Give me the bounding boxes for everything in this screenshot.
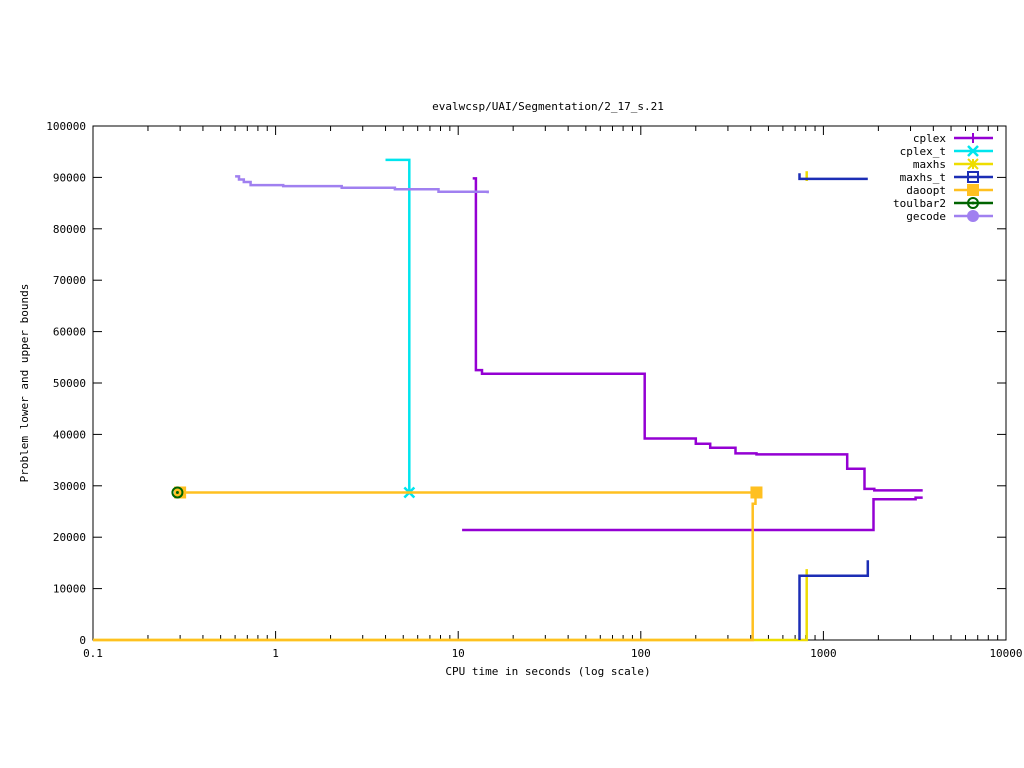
legend-entry-gecode: gecode (906, 210, 993, 223)
legend-label: daoopt (906, 184, 946, 197)
series-line-maxhs_t (798, 560, 870, 640)
legend-label: maxhs (913, 158, 946, 171)
chart-title: evalwcsp/UAI/Segmentation/2_17_s.21 (432, 100, 664, 113)
legend-entry-cplex: cplex (913, 132, 993, 145)
y-tick-label: 70000 (53, 274, 86, 287)
series-cplex_t (385, 158, 416, 499)
legend-marker-shape (967, 171, 979, 183)
legend-marker (967, 210, 979, 222)
series-line-gecode (235, 175, 489, 194)
legend-label: toulbar2 (893, 197, 946, 210)
legend: cplexcplex_tmaxhsmaxhs_tdaoopttoulbar2ge… (893, 132, 993, 223)
data-point-daoopt-shape (174, 486, 187, 499)
legend-label: cplex_t (900, 145, 946, 158)
legend-marker (967, 158, 979, 170)
y-axis-label-group: Problem lower and upper bounds (18, 284, 31, 483)
legend-marker-shape (967, 145, 979, 157)
series-line-cplex (472, 177, 923, 492)
y-tick-label: 30000 (53, 480, 86, 493)
data-point-toulbar2-shape (171, 486, 184, 499)
x-tick-label: 1 (272, 647, 279, 660)
legend-marker (967, 197, 979, 209)
y-tick-label: 0 (79, 634, 86, 647)
legend-label: maxhs_t (900, 171, 946, 184)
x-tick-label: 10 (452, 647, 465, 660)
x-tick-label: 0.1 (83, 647, 103, 660)
data-point-daoopt (174, 486, 187, 499)
legend-marker-dot (971, 201, 975, 205)
legend-marker-shape (967, 184, 979, 196)
legend-marker (967, 184, 979, 196)
legend-marker (968, 133, 978, 143)
legend-marker (967, 171, 979, 183)
series-line-cplex (462, 496, 923, 532)
legend-entry-cplex_t: cplex_t (900, 145, 993, 158)
legend-marker-shape (968, 133, 978, 143)
series-daoopt (93, 486, 763, 642)
x-tick-label: 100 (631, 647, 651, 660)
legend-label: cplex (913, 132, 946, 145)
legend-marker (967, 145, 979, 157)
series-line-cplex_t (385, 158, 411, 493)
series-toulbar2 (171, 486, 184, 499)
series-cplex (462, 177, 923, 532)
legend-marker-shape (967, 197, 979, 209)
y-tick-label: 100000 (46, 120, 86, 133)
y-tick-label: 20000 (53, 531, 86, 544)
series-line-maxhs (93, 569, 808, 642)
y-tick-label: 10000 (53, 583, 86, 596)
y-tick-label: 50000 (53, 377, 86, 390)
y-tick-label: 40000 (53, 428, 86, 441)
series-gecode (235, 175, 489, 194)
series-line-maxhs_t (798, 173, 868, 181)
legend-marker-shape (967, 210, 979, 222)
y-tick-label: 60000 (53, 326, 86, 339)
y-tick-label: 90000 (53, 171, 86, 184)
legend-label: gecode (906, 210, 946, 223)
data-point-daoopt-shape (750, 486, 763, 499)
x-tick-label: 1000 (810, 647, 837, 660)
legend-entry-maxhs_t: maxhs_t (900, 171, 993, 184)
y-axis-label: Problem lower and upper bounds (18, 284, 31, 483)
data-point-toulbar2-dot (175, 490, 179, 494)
legend-entry-maxhs: maxhs (913, 158, 993, 171)
data-point-toulbar2 (171, 486, 184, 499)
series-maxhs_t (798, 173, 870, 640)
data-point-daoopt (750, 486, 763, 499)
legend-entry-toulbar2: toulbar2 (893, 197, 993, 210)
y-tick-label: 80000 (53, 223, 86, 236)
legend-entry-daoopt: daoopt (906, 184, 993, 197)
x-tick-label: 10000 (989, 647, 1022, 660)
x-axis-label: CPU time in seconds (log scale) (445, 665, 650, 678)
series-line-daoopt (93, 491, 757, 642)
series-maxhs (93, 171, 808, 642)
legend-marker-shape (967, 158, 979, 170)
plot-area: 0 10000 20000 30000 40000 50000 60000 70000 8000… (46, 120, 1022, 660)
